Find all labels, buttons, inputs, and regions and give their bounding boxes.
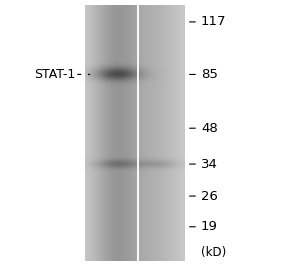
Text: (kD): (kD) <box>201 246 226 259</box>
Text: 34: 34 <box>201 158 218 171</box>
Text: 19: 19 <box>201 220 218 233</box>
Text: 85: 85 <box>201 68 218 81</box>
Text: 117: 117 <box>201 15 226 29</box>
Text: 26: 26 <box>201 190 218 202</box>
Text: 48: 48 <box>201 122 218 135</box>
Text: STAT-1: STAT-1 <box>34 68 75 81</box>
